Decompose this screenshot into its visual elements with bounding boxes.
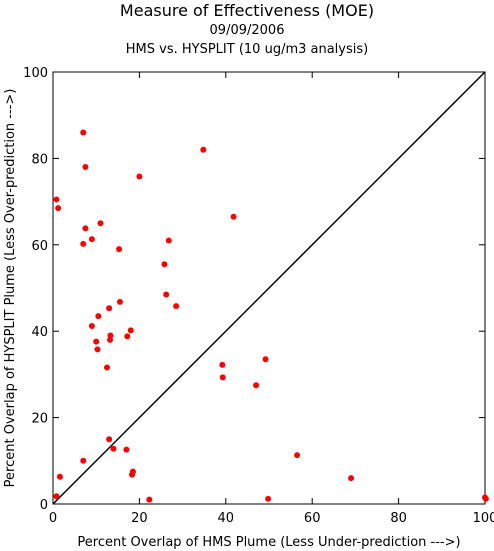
data-point <box>163 291 170 298</box>
data-point <box>88 323 95 330</box>
data-point <box>56 473 63 480</box>
data-point <box>253 382 260 389</box>
data-point <box>124 333 131 340</box>
data-point <box>80 457 87 464</box>
data-point <box>161 261 168 268</box>
x-tick-label: 20 <box>131 511 148 526</box>
data-point <box>136 173 143 180</box>
data-point <box>80 129 87 136</box>
data-point <box>104 364 110 371</box>
data-point <box>146 496 153 503</box>
chart-date: 09/09/2006 <box>209 23 285 38</box>
data-point <box>127 327 134 334</box>
x-tick-label: 80 <box>390 511 407 526</box>
data-point <box>348 475 355 482</box>
y-tick-label: 80 <box>31 152 48 167</box>
x-tick-label: 40 <box>218 511 235 526</box>
data-point <box>200 146 207 153</box>
data-point <box>116 246 123 253</box>
y-tick-label: 20 <box>31 412 48 427</box>
data-point <box>97 220 104 227</box>
data-point <box>219 361 226 368</box>
y-axis-label: Percent Overlap of HYSPLIT Plume (Less O… <box>3 89 18 488</box>
reference-line-1to1 <box>52 71 486 505</box>
x-axis-label: Percent Overlap of HMS Plume (Less Under… <box>77 535 460 550</box>
data-point <box>116 298 123 305</box>
data-point <box>165 237 172 244</box>
chart-title: Measure of Effectiveness (MOE) <box>119 1 375 20</box>
data-point <box>107 336 114 343</box>
y-tick-label: 40 <box>31 325 48 340</box>
data-point <box>482 495 489 502</box>
data-point <box>265 495 272 502</box>
data-point <box>94 346 101 353</box>
data-point <box>230 213 237 220</box>
data-point <box>262 356 269 363</box>
x-tick-label: 60 <box>304 511 321 526</box>
data-point <box>55 205 62 212</box>
axis-ticks: 0 20 40 60 80 100 0 20 40 60 80 100 <box>23 66 494 526</box>
data-point <box>106 436 113 443</box>
data-point <box>82 164 89 171</box>
data-point <box>88 236 95 243</box>
x-tick-label: 0 <box>49 511 57 526</box>
y-tick-label: 60 <box>31 239 48 254</box>
y-tick-label: 100 <box>23 66 48 81</box>
data-points <box>53 129 489 503</box>
data-point <box>53 196 60 203</box>
data-point <box>129 471 136 478</box>
data-point <box>173 303 180 310</box>
data-point <box>110 445 117 452</box>
data-point <box>82 225 89 232</box>
data-point <box>219 374 226 381</box>
chart-subtitle: HMS vs. HYSPLIT (10 ug/m3 analysis) <box>125 42 369 57</box>
data-point <box>53 493 60 500</box>
data-point <box>80 240 87 247</box>
data-point <box>123 446 130 453</box>
data-point <box>107 332 114 339</box>
data-point <box>294 452 301 459</box>
data-point <box>93 338 100 345</box>
data-point <box>95 313 102 320</box>
data-point <box>106 305 113 312</box>
plot-frame <box>52 71 486 505</box>
x-tick-label: 100 <box>473 511 494 526</box>
y-tick-label: 0 <box>40 498 48 513</box>
